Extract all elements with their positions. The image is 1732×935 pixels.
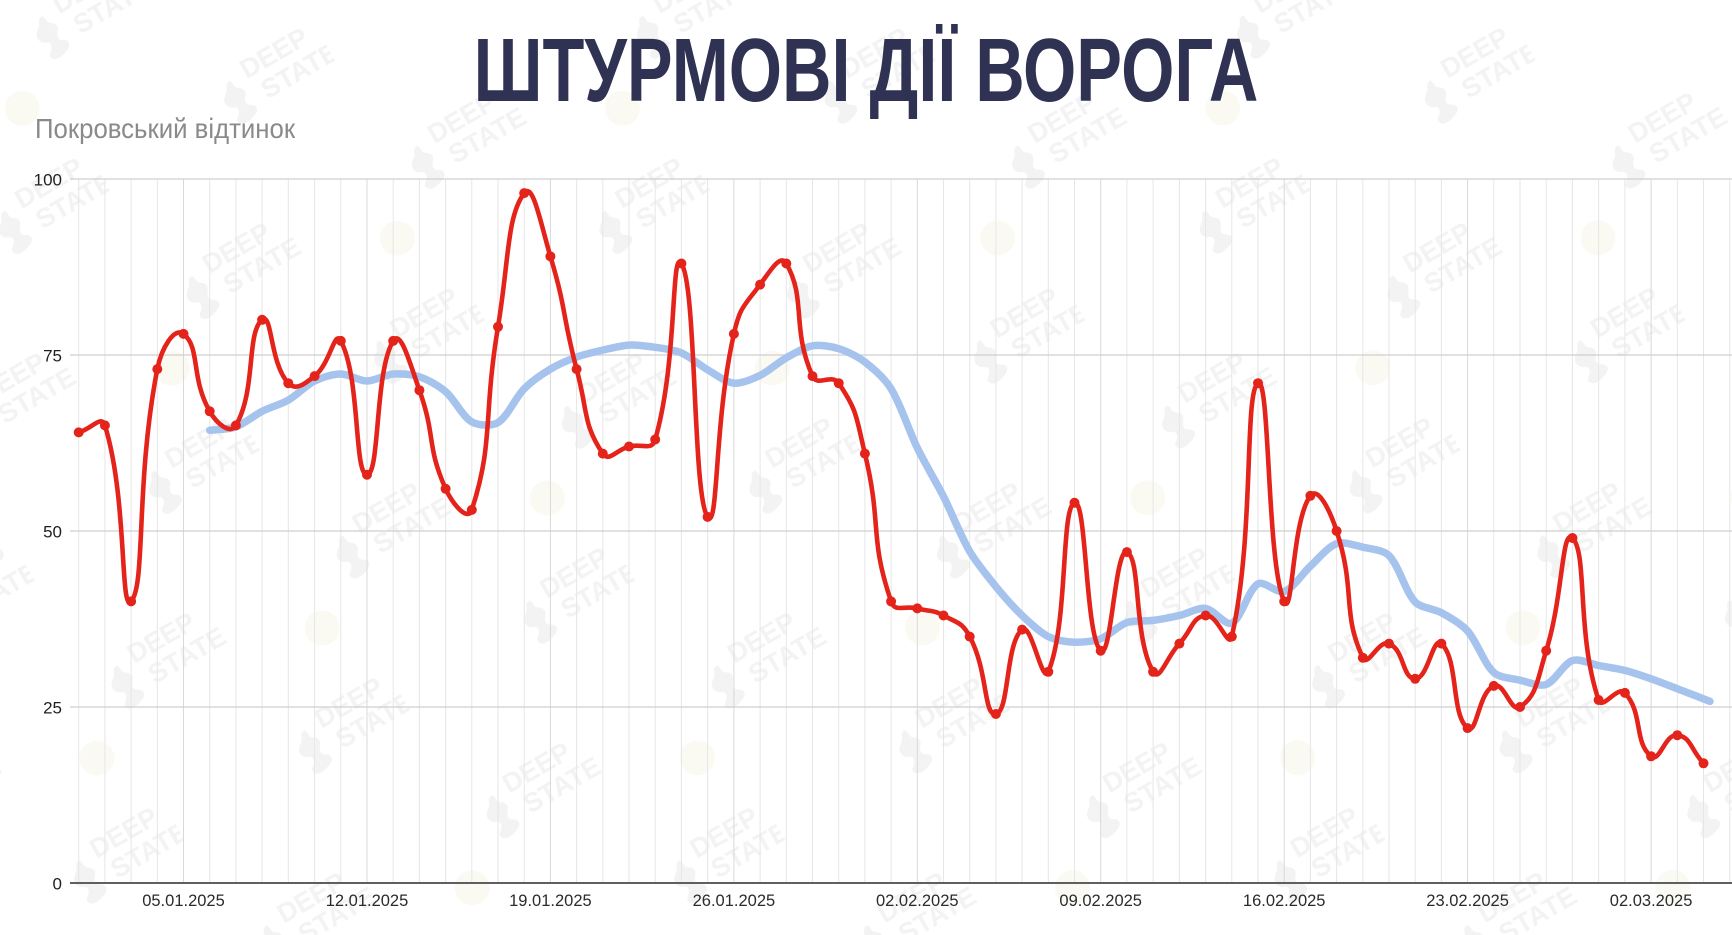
svg-text:16.02.2025: 16.02.2025 [1243,892,1326,910]
svg-text:100: 100 [34,170,62,189]
svg-text:05.01.2025: 05.01.2025 [142,892,225,910]
svg-text:25: 25 [43,698,62,717]
svg-text:50: 50 [43,522,62,541]
svg-text:09.02.2025: 09.02.2025 [1059,892,1142,910]
svg-text:12.01.2025: 12.01.2025 [326,892,409,910]
svg-text:02.02.2025: 02.02.2025 [876,892,959,910]
svg-text:23.02.2025: 23.02.2025 [1426,892,1509,910]
svg-text:0: 0 [53,874,62,893]
svg-text:75: 75 [43,346,62,365]
svg-text:02.03.2025: 02.03.2025 [1610,892,1693,910]
svg-text:26.01.2025: 26.01.2025 [693,892,776,910]
svg-text:19.01.2025: 19.01.2025 [509,892,592,910]
